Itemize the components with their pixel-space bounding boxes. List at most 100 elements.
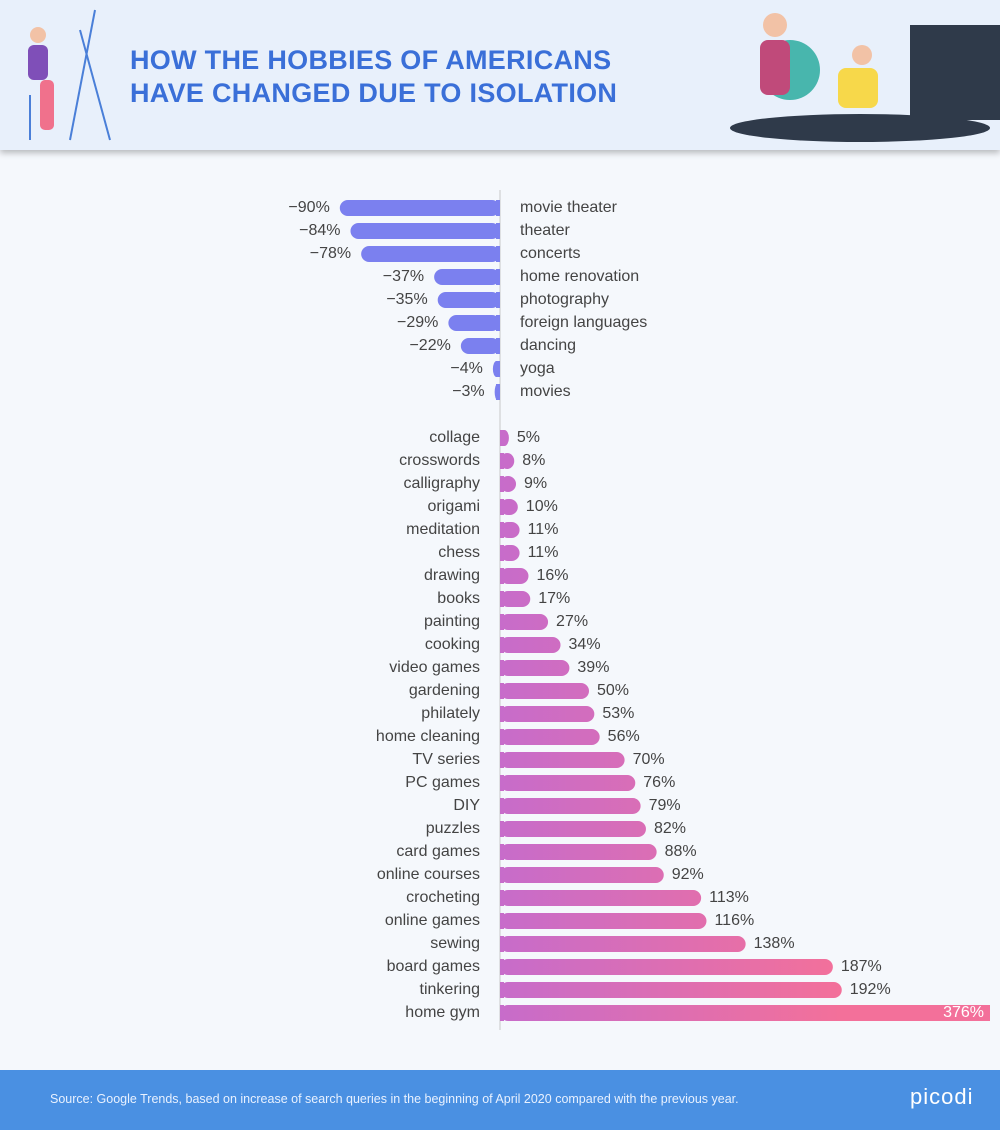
bar — [500, 522, 520, 538]
value-label: 39% — [577, 659, 609, 676]
category-label: card games — [396, 843, 480, 860]
bar-square-end — [500, 683, 504, 699]
bar — [500, 499, 518, 515]
value-label: −29% — [397, 314, 438, 331]
bar — [500, 591, 531, 607]
value-label: 27% — [556, 613, 588, 630]
value-label: 5% — [517, 429, 540, 446]
category-label: drawing — [424, 567, 480, 584]
bar — [500, 890, 702, 906]
category-label: origami — [428, 498, 480, 515]
bar-square-end — [500, 821, 504, 837]
bar-square-end — [500, 775, 504, 791]
bar-square-end — [500, 1005, 504, 1021]
bar — [500, 844, 657, 860]
value-label: 192% — [850, 981, 891, 998]
footer: Source: Google Trends, based on increase… — [0, 1070, 1000, 1130]
bar — [500, 936, 746, 952]
value-label: 9% — [524, 475, 547, 492]
value-label: −35% — [386, 291, 427, 308]
category-label: yoga — [520, 360, 555, 377]
value-label: 11% — [528, 544, 559, 561]
category-label: PC games — [405, 774, 480, 791]
category-label: collage — [429, 429, 480, 446]
bar — [500, 798, 641, 814]
value-label: −4% — [450, 360, 482, 377]
bar-square-end — [496, 246, 500, 262]
bar — [500, 637, 561, 653]
bar-square-end — [500, 706, 504, 722]
value-label: 79% — [649, 797, 681, 814]
value-label: 113% — [709, 889, 749, 906]
category-label: gardening — [409, 682, 480, 699]
category-label: crosswords — [399, 452, 480, 469]
category-label: board games — [387, 958, 480, 975]
value-label: 82% — [654, 820, 686, 837]
bar-square-end — [500, 913, 504, 929]
category-label: concerts — [520, 245, 580, 262]
bar — [500, 729, 600, 745]
bar — [500, 660, 570, 676]
bar — [350, 223, 500, 239]
bar-square-end — [500, 637, 504, 653]
value-label: −90% — [288, 199, 329, 216]
bar — [437, 292, 500, 308]
bar-square-end — [500, 890, 504, 906]
value-label: 70% — [633, 751, 665, 768]
category-label: chess — [438, 544, 480, 561]
bar-square-end — [496, 338, 500, 354]
bar-square-end — [500, 982, 504, 998]
value-label: −3% — [452, 383, 484, 400]
category-label: home cleaning — [376, 728, 480, 745]
chart-title: HOW THE HOBBIES OF AMERICANS HAVE CHANGE… — [130, 45, 618, 108]
bar-square-end — [500, 591, 504, 607]
bar-square-end — [496, 384, 500, 400]
chart: −90% movie theater −84% theater −78% concerts… — [288, 190, 990, 1030]
category-label: puzzles — [426, 820, 480, 837]
category-label: photography — [520, 291, 609, 308]
bar-square-end — [500, 867, 504, 883]
bar — [500, 568, 529, 584]
category-label: meditation — [406, 521, 480, 538]
category-label: TV series — [412, 751, 480, 768]
bar — [448, 315, 500, 331]
category-label: video games — [389, 659, 480, 676]
value-label: 92% — [672, 866, 704, 883]
category-label: foreign languages — [520, 314, 647, 331]
category-label: movie theater — [520, 199, 618, 216]
category-label: home gym — [405, 1004, 480, 1021]
bar — [500, 982, 842, 998]
bar-square-end — [500, 568, 504, 584]
bar-square-end — [500, 430, 504, 446]
category-label: online courses — [377, 866, 480, 883]
value-label: 138% — [754, 935, 795, 952]
category-label: books — [437, 590, 480, 607]
bar-square-end — [496, 315, 500, 331]
bar — [361, 246, 500, 262]
bar-square-end — [496, 292, 500, 308]
category-label: sewing — [430, 935, 480, 952]
bar-square-end — [500, 729, 504, 745]
bar — [500, 706, 595, 722]
bar — [339, 200, 500, 216]
value-label: 8% — [522, 452, 545, 469]
bar-square-end — [500, 476, 504, 492]
value-label: 376% — [943, 1004, 984, 1021]
bar-square-end — [500, 499, 504, 515]
bar-square-end — [496, 269, 500, 285]
bar-square-end — [500, 453, 504, 469]
value-label: −37% — [383, 268, 424, 285]
bar-square-end — [500, 798, 504, 814]
bar — [500, 545, 520, 561]
category-label: home renovation — [520, 268, 639, 285]
bar — [500, 867, 664, 883]
header: HOW THE HOBBIES OF AMERICANS HAVE CHANGE… — [0, 0, 1000, 150]
value-label: −22% — [409, 337, 450, 354]
value-label: 17% — [538, 590, 570, 607]
category-label: painting — [424, 613, 480, 630]
value-label: 56% — [608, 728, 640, 745]
bar — [500, 821, 646, 837]
brand-logo: picodi — [910, 1084, 974, 1109]
header-illustration — [28, 9, 1000, 142]
value-label: −84% — [299, 222, 340, 239]
